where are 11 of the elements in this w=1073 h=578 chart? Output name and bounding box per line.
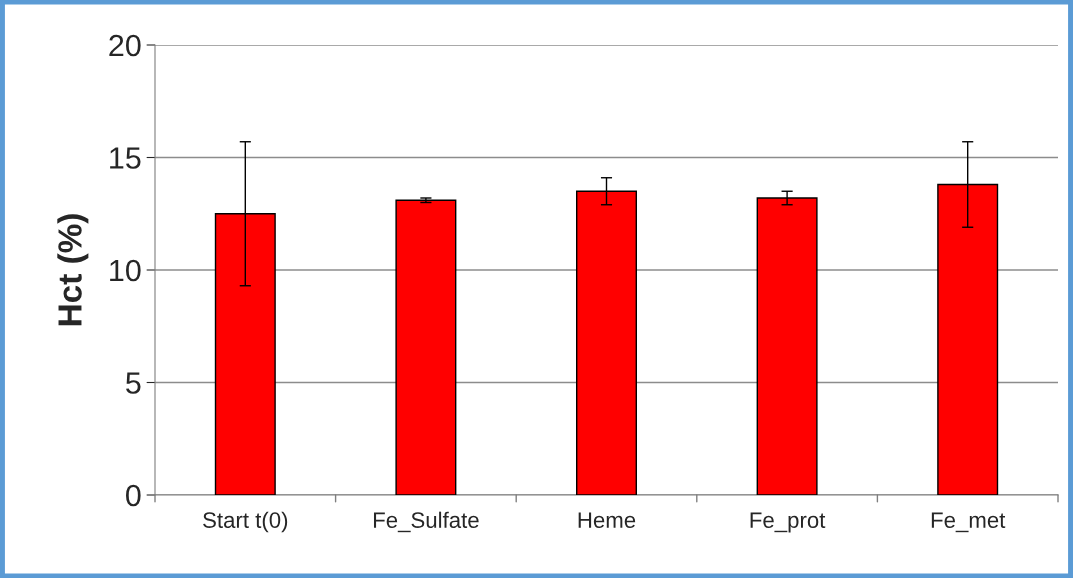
y-tick-label: 15 <box>110 147 141 169</box>
y-tick-label: 20 <box>109 34 141 57</box>
x-tick-label: Fe_Sulfate <box>373 511 479 533</box>
x-tick-label: Heme <box>578 512 636 528</box>
y-axis-title: Hct (%) <box>57 214 89 326</box>
y-tick-label: 10 <box>110 259 141 282</box>
x-tick-label: Start t(0) <box>203 511 288 533</box>
x-tick-label: Fe_prot <box>750 512 826 533</box>
y-tick-label: 5 <box>126 372 141 394</box>
y-tick-label: 0 <box>126 484 141 507</box>
x-tick-label: Fe_met <box>931 512 1006 533</box>
